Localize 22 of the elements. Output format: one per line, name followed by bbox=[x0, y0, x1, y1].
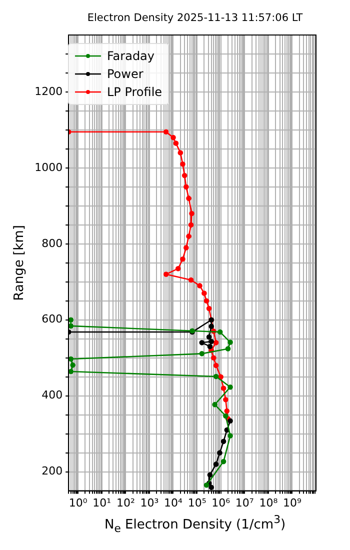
x-tick-label: 10² bbox=[116, 496, 135, 510]
legend-label: Power bbox=[107, 66, 144, 83]
x-tick-label: 10⁴ bbox=[164, 496, 184, 510]
y-axis-title: Range [km] bbox=[12, 225, 28, 301]
x-tick-label: 10⁹ bbox=[282, 496, 302, 510]
x-tick-label: 10⁷ bbox=[235, 496, 254, 510]
x-tick-label: 10¹ bbox=[92, 496, 112, 510]
y-tick-label: 600 bbox=[42, 312, 63, 326]
x-tick-label: 10⁸ bbox=[259, 496, 278, 510]
x-axis-title: N$_{e}$ Electron Density (1/cm$^{3}$) bbox=[103, 513, 287, 535]
chart-title: Electron Density 2025-11-13 11:57:06 LT bbox=[86, 12, 304, 24]
y-tick-label: 1200 bbox=[34, 84, 63, 98]
legend-label: Faraday bbox=[107, 48, 155, 65]
x-tick-label: 10⁰ bbox=[68, 496, 88, 510]
x-tick-label: 10⁵ bbox=[188, 496, 206, 510]
y-tick-label: 200 bbox=[42, 464, 63, 478]
x-tick-label: 10⁶ bbox=[212, 496, 231, 510]
y-tick-label: 1000 bbox=[34, 160, 63, 174]
legend-label: LP Profile bbox=[107, 84, 162, 101]
y-tick-label: 800 bbox=[42, 236, 63, 250]
x-tick-label: 10³ bbox=[140, 496, 159, 510]
y-tick-label: 400 bbox=[42, 388, 63, 402]
